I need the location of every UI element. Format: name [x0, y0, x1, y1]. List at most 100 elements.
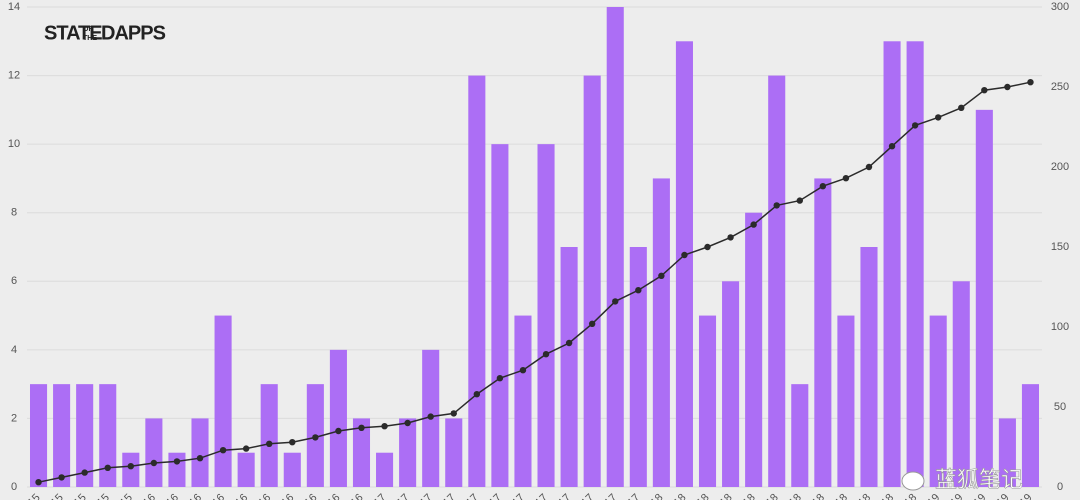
plot-area: 0 2 4 6 8 10 12 14 0 50 100 150 200 250 300 15 15 15 15 15 1… — [8, 1, 1069, 500]
line-point — [934, 114, 942, 121]
bar — [99, 384, 117, 487]
bar — [168, 452, 186, 487]
bar — [652, 178, 670, 487]
bar — [975, 109, 993, 487]
line-point — [219, 447, 227, 454]
x-tick-label: 16 — [256, 492, 273, 500]
line-point — [681, 251, 688, 259]
watermark-text: 蓝狐笔记 — [935, 467, 1023, 492]
x-tick-label: 17 — [418, 492, 435, 500]
line-point — [588, 320, 596, 327]
bar — [260, 384, 278, 487]
x-tick-label: 16 — [302, 492, 319, 500]
line-point — [658, 272, 665, 279]
line-point — [773, 202, 780, 209]
x-tick-label: 19 — [971, 492, 988, 500]
line-point — [958, 104, 965, 112]
x-tick-label: 16 — [349, 492, 366, 500]
y-tick-label: 6 — [11, 275, 17, 287]
line-point — [196, 455, 204, 462]
bar — [399, 418, 417, 487]
bar — [952, 281, 970, 487]
x-tick-label: 16 — [164, 492, 181, 500]
line-point — [450, 410, 457, 417]
line-point — [81, 469, 88, 476]
bar — [745, 212, 763, 487]
line-point — [150, 459, 158, 467]
x-tick-label: 17 — [372, 492, 389, 500]
logo-of: OF — [83, 26, 93, 33]
logo-dapps: DAPPS — [101, 22, 166, 44]
line-point — [865, 163, 873, 171]
bar — [698, 315, 717, 487]
x-tick-label: 18 — [671, 492, 688, 500]
bar — [583, 75, 601, 488]
y2-tick-label: 0 — [1057, 481, 1063, 493]
bar — [814, 178, 832, 487]
y-tick-label: 14 — [8, 1, 20, 13]
y-tick-label: 10 — [8, 138, 20, 150]
line-point — [519, 367, 527, 374]
x-tick-label: 18 — [810, 492, 827, 500]
logo-state: STATE — [44, 22, 102, 44]
line-point — [496, 375, 504, 382]
y2-tick-label: 50 — [1054, 401, 1066, 413]
x-tick-label: 17 — [395, 492, 412, 500]
x-tick-label: 18 — [856, 492, 873, 500]
bar — [906, 41, 924, 488]
bar — [606, 7, 624, 487]
y2-tick-label: 100 — [1051, 321, 1069, 333]
bar — [560, 247, 578, 487]
bar — [675, 41, 693, 488]
line-point — [542, 351, 550, 358]
bar — [837, 315, 855, 487]
bar — [998, 418, 1016, 487]
x-tick-label: 16 — [279, 492, 296, 500]
bar — [29, 384, 48, 487]
bar — [860, 247, 878, 487]
y2-tick-label: 250 — [1051, 81, 1069, 93]
bar — [791, 384, 809, 487]
x-tick-label: 18 — [695, 492, 712, 500]
bar — [883, 41, 901, 488]
x-tick-label: 16 — [187, 492, 204, 500]
watermark: 蓝狐笔记 — [901, 467, 1023, 492]
x-tick-label: 17 — [441, 492, 458, 500]
line-point — [796, 197, 803, 204]
bar — [722, 281, 740, 487]
bar — [214, 315, 232, 487]
x-tick-label: 15 — [95, 492, 112, 500]
x-tick-label: 15 — [118, 492, 135, 500]
y-tick-label: 2 — [11, 412, 17, 424]
x-tick-label: 18 — [833, 492, 850, 500]
line-point — [819, 183, 827, 190]
line-point — [473, 391, 481, 398]
x-tick-label: 19 — [994, 492, 1011, 500]
x-tick-label: 17 — [556, 492, 573, 500]
line-point — [635, 287, 642, 294]
line-point — [565, 339, 573, 347]
y2-tick-label: 150 — [1051, 241, 1069, 253]
bar — [283, 452, 301, 487]
bar — [191, 418, 209, 487]
line-point — [427, 413, 434, 420]
line-point — [704, 243, 711, 251]
bar — [76, 384, 94, 487]
bar — [1021, 384, 1040, 487]
x-tick-label: 18 — [648, 492, 665, 500]
x-tick-label: 16 — [233, 492, 250, 500]
line-point — [750, 221, 757, 228]
x-tick-label: 17 — [533, 492, 550, 500]
bar — [53, 384, 71, 487]
bar — [537, 144, 555, 487]
x-tick-label: 18 — [879, 492, 896, 500]
x-tick-label: 15 — [26, 492, 43, 500]
x-tick-label: 16 — [325, 492, 342, 500]
x-tick-label: 16 — [210, 492, 227, 500]
line-point — [981, 87, 988, 94]
x-tick-label: 15 — [49, 492, 66, 500]
bar — [145, 418, 163, 487]
y-tick-label: 0 — [11, 481, 17, 493]
logo-the: THE — [83, 35, 97, 42]
x-tick-label: 19 — [948, 492, 965, 500]
